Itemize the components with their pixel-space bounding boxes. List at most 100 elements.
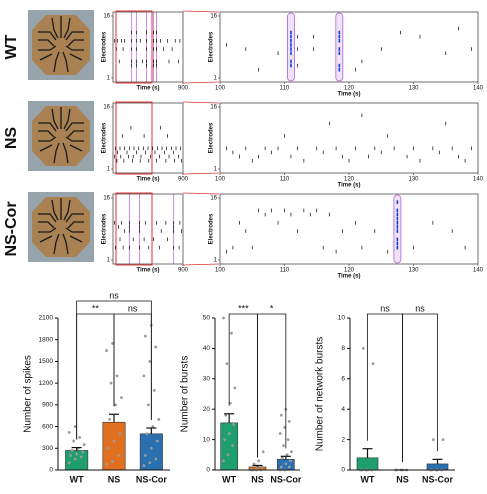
raster-plot: 1 16 100 110 120 130 140 Time (s) Electrodes	[209, 193, 484, 280]
data-point	[287, 419, 291, 423]
y-tick-label: 30	[203, 376, 211, 383]
y-axis-label: Electrodes	[209, 213, 215, 244]
mea-photo	[27, 100, 95, 172]
zoom-window	[115, 192, 153, 266]
data-point	[252, 462, 256, 466]
network-burst	[393, 194, 402, 264]
data-point	[222, 459, 225, 463]
zoom-connector	[182, 263, 220, 266]
data-point	[230, 331, 233, 335]
x-tick-label: 130	[408, 86, 419, 92]
data-point	[223, 438, 227, 441]
data-point	[82, 443, 86, 447]
raster-plot: 1 16 900 Time (s) Electrodes	[102, 101, 220, 183]
x-tick-label: 130	[408, 177, 419, 183]
y-tick-label: 4	[341, 406, 345, 413]
data-point	[81, 450, 85, 454]
data-point	[283, 426, 287, 429]
data-point	[112, 439, 116, 443]
mea-photo	[27, 9, 95, 81]
x-tick-label: NS	[108, 474, 121, 484]
x-tick-label: 140	[473, 177, 484, 183]
x-tick-label: NS-Cor	[422, 474, 453, 484]
y-tick-label: 300	[42, 445, 53, 452]
zoom-connector	[182, 81, 220, 84]
significance-bracket	[76, 300, 152, 440]
y-tick-label: 50	[203, 315, 211, 322]
significance-label: ***	[238, 303, 249, 313]
x-tick-label: 100	[215, 268, 226, 274]
data-point	[225, 362, 229, 365]
y-tick-label: 1	[214, 167, 218, 173]
data-point	[222, 316, 225, 320]
y-axis-label: Number of network bursts	[315, 337, 326, 452]
x-axis-label: Time (s)	[338, 183, 361, 189]
data-point	[224, 413, 228, 417]
significance-bracket	[257, 313, 287, 458]
bar	[356, 457, 379, 471]
bar-chart: WT NS NS-Cor 0 300 600 900 1200 1500 1800 2100 Numb…	[23, 290, 170, 484]
x-tick-label: 110	[280, 86, 290, 92]
x-tick-label: WT	[222, 474, 236, 484]
zoom-window	[115, 10, 153, 84]
significance-bracket	[113, 313, 152, 421]
x-tick-label: 140	[473, 268, 484, 274]
y-axis-label: Electrodes	[102, 122, 108, 153]
x-tick-label: NS	[251, 474, 264, 484]
x-axis-label: Time (s)	[137, 268, 160, 274]
row-label: WT	[3, 34, 20, 59]
zoom-window	[115, 101, 153, 175]
y-tick-label: 1	[107, 167, 111, 173]
data-point	[285, 453, 289, 457]
significance-label: ns	[128, 303, 138, 313]
data-point	[142, 464, 146, 468]
y-tick-label: 10	[338, 315, 346, 322]
data-point	[284, 462, 288, 466]
data-point	[154, 457, 158, 461]
data-point	[111, 459, 114, 463]
data-point	[149, 446, 153, 450]
data-point	[70, 449, 74, 452]
y-tick-label: 40	[203, 345, 211, 352]
y-tick-label: 16	[103, 105, 110, 111]
y-tick-label: 0	[49, 467, 53, 474]
row-label: NS-Cor	[3, 201, 20, 256]
x-tick-label: WT	[361, 474, 375, 484]
plot-frame	[112, 193, 184, 265]
data-point	[109, 381, 113, 385]
data-point	[143, 334, 147, 338]
y-axis-label: Electrodes	[102, 213, 108, 244]
data-point	[231, 444, 234, 448]
data-point	[361, 347, 365, 350]
data-point	[287, 465, 291, 469]
data-point	[75, 452, 79, 456]
y-axis-label: Number of bursts	[180, 356, 191, 433]
data-point	[114, 403, 117, 407]
plot-frame	[112, 11, 184, 83]
y-axis-label: Number of spikes	[23, 355, 34, 433]
y-tick-label: 1	[214, 258, 218, 264]
data-point	[290, 450, 293, 454]
data-point	[152, 388, 156, 392]
raster-plot: 1 16 100 110 120 130 140 Time (s) Electrodes	[209, 102, 484, 189]
plot-frame	[219, 193, 479, 265]
y-tick-label: 16	[103, 196, 110, 202]
significance-bracket	[76, 313, 115, 440]
x-tick-label: 900	[178, 268, 189, 274]
data-point	[279, 465, 283, 469]
significance-label: **	[92, 303, 100, 313]
x-tick-label: 110	[280, 177, 290, 183]
data-point	[111, 341, 114, 345]
network-burst	[335, 12, 344, 82]
data-point	[148, 360, 152, 363]
x-tick-label: 130	[408, 268, 419, 274]
x-tick-label: 120	[344, 268, 355, 274]
raster-plot: 1 16 900 Time (s) Electrodes	[102, 192, 220, 274]
data-point	[232, 423, 236, 426]
x-tick-label: 100	[215, 86, 226, 92]
data-point	[67, 430, 71, 434]
y-tick-label: 1500	[39, 358, 54, 365]
data-point	[279, 413, 283, 417]
data-point	[72, 439, 76, 443]
data-point	[115, 374, 119, 378]
